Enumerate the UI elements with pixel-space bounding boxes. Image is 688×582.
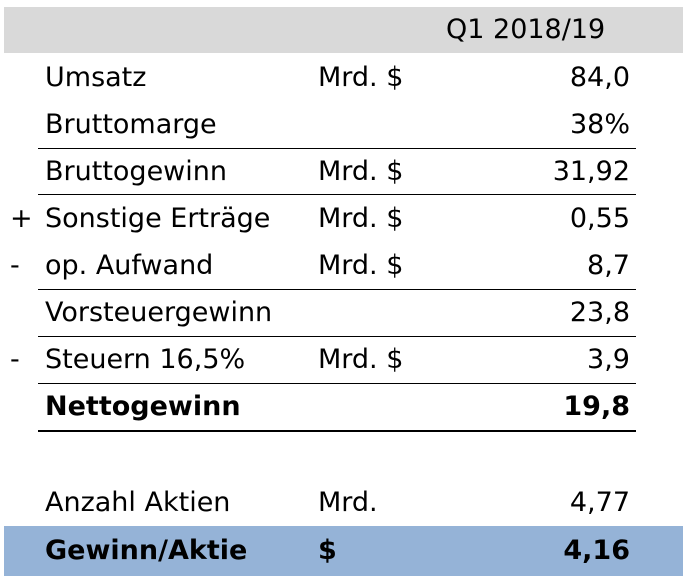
- row-value: 38%: [569, 109, 630, 140]
- row-value: 84,0: [569, 62, 630, 93]
- row-steuern: - Steuern 16,5% Mrd. $ 3,9: [0, 337, 688, 383]
- divider-line: [38, 383, 636, 384]
- row-unit: $: [318, 535, 337, 566]
- row-unit: Mrd. $: [318, 203, 404, 234]
- row-unit: Mrd. $: [318, 250, 404, 281]
- row-gewinn-aktie: Gewinn/Aktie $ 4,16: [0, 526, 688, 576]
- row-nettogewinn: Nettogewinn 19,8: [0, 384, 688, 430]
- row-value: 3,9: [587, 344, 630, 375]
- row-label: Umsatz: [45, 62, 147, 93]
- divider-line: [38, 289, 636, 290]
- row-bruttomarge: Bruttomarge 38%: [0, 102, 688, 148]
- total-underline: [38, 430, 636, 432]
- row-value: 23,8: [569, 297, 630, 328]
- row-label: Vorsteuergewinn: [45, 297, 273, 328]
- divider-line: [38, 194, 636, 195]
- row-umsatz: Umsatz Mrd. $ 84,0: [0, 55, 688, 101]
- row-unit: Mrd. $: [318, 156, 404, 187]
- row-label: Bruttogewinn: [45, 156, 227, 187]
- row-sign: -: [10, 250, 20, 281]
- divider-line: [38, 148, 636, 149]
- row-label: Gewinn/Aktie: [45, 535, 248, 566]
- row-label: Steuern 16,5%: [45, 344, 246, 375]
- row-unit: Mrd. $: [318, 344, 404, 375]
- row-label: Anzahl Aktien: [45, 487, 231, 518]
- row-sign: +: [10, 203, 33, 234]
- row-bruttogewinn: Bruttogewinn Mrd. $ 31,92: [0, 149, 688, 195]
- highlight-band: [4, 526, 683, 576]
- row-unit: Mrd. $: [318, 62, 404, 93]
- row-value: 19,8: [563, 391, 630, 422]
- period-header: Q1 2018/19: [446, 14, 606, 45]
- row-anzahl-aktien: Anzahl Aktien Mrd. 4,77: [0, 480, 688, 526]
- divider-line: [38, 336, 636, 337]
- row-unit: Mrd.: [318, 487, 378, 518]
- row-value: 4,16: [563, 535, 630, 566]
- row-vorsteuergewinn: Vorsteuergewinn 23,8: [0, 290, 688, 336]
- row-op-aufwand: - op. Aufwand Mrd. $ 8,7: [0, 243, 688, 289]
- row-label: Nettogewinn: [45, 391, 241, 422]
- row-value: 8,7: [587, 250, 630, 281]
- row-sonstige-ertraege: + Sonstige Erträge Mrd. $ 0,55: [0, 196, 688, 242]
- row-label: op. Aufwand: [45, 250, 214, 281]
- row-value: 31,92: [552, 156, 630, 187]
- row-value: 4,77: [569, 487, 630, 518]
- row-value: 0,55: [569, 203, 630, 234]
- row-label: Bruttomarge: [45, 109, 217, 140]
- row-label: Sonstige Erträge: [45, 203, 271, 234]
- row-sign: -: [10, 344, 20, 375]
- header-band: [4, 7, 683, 53]
